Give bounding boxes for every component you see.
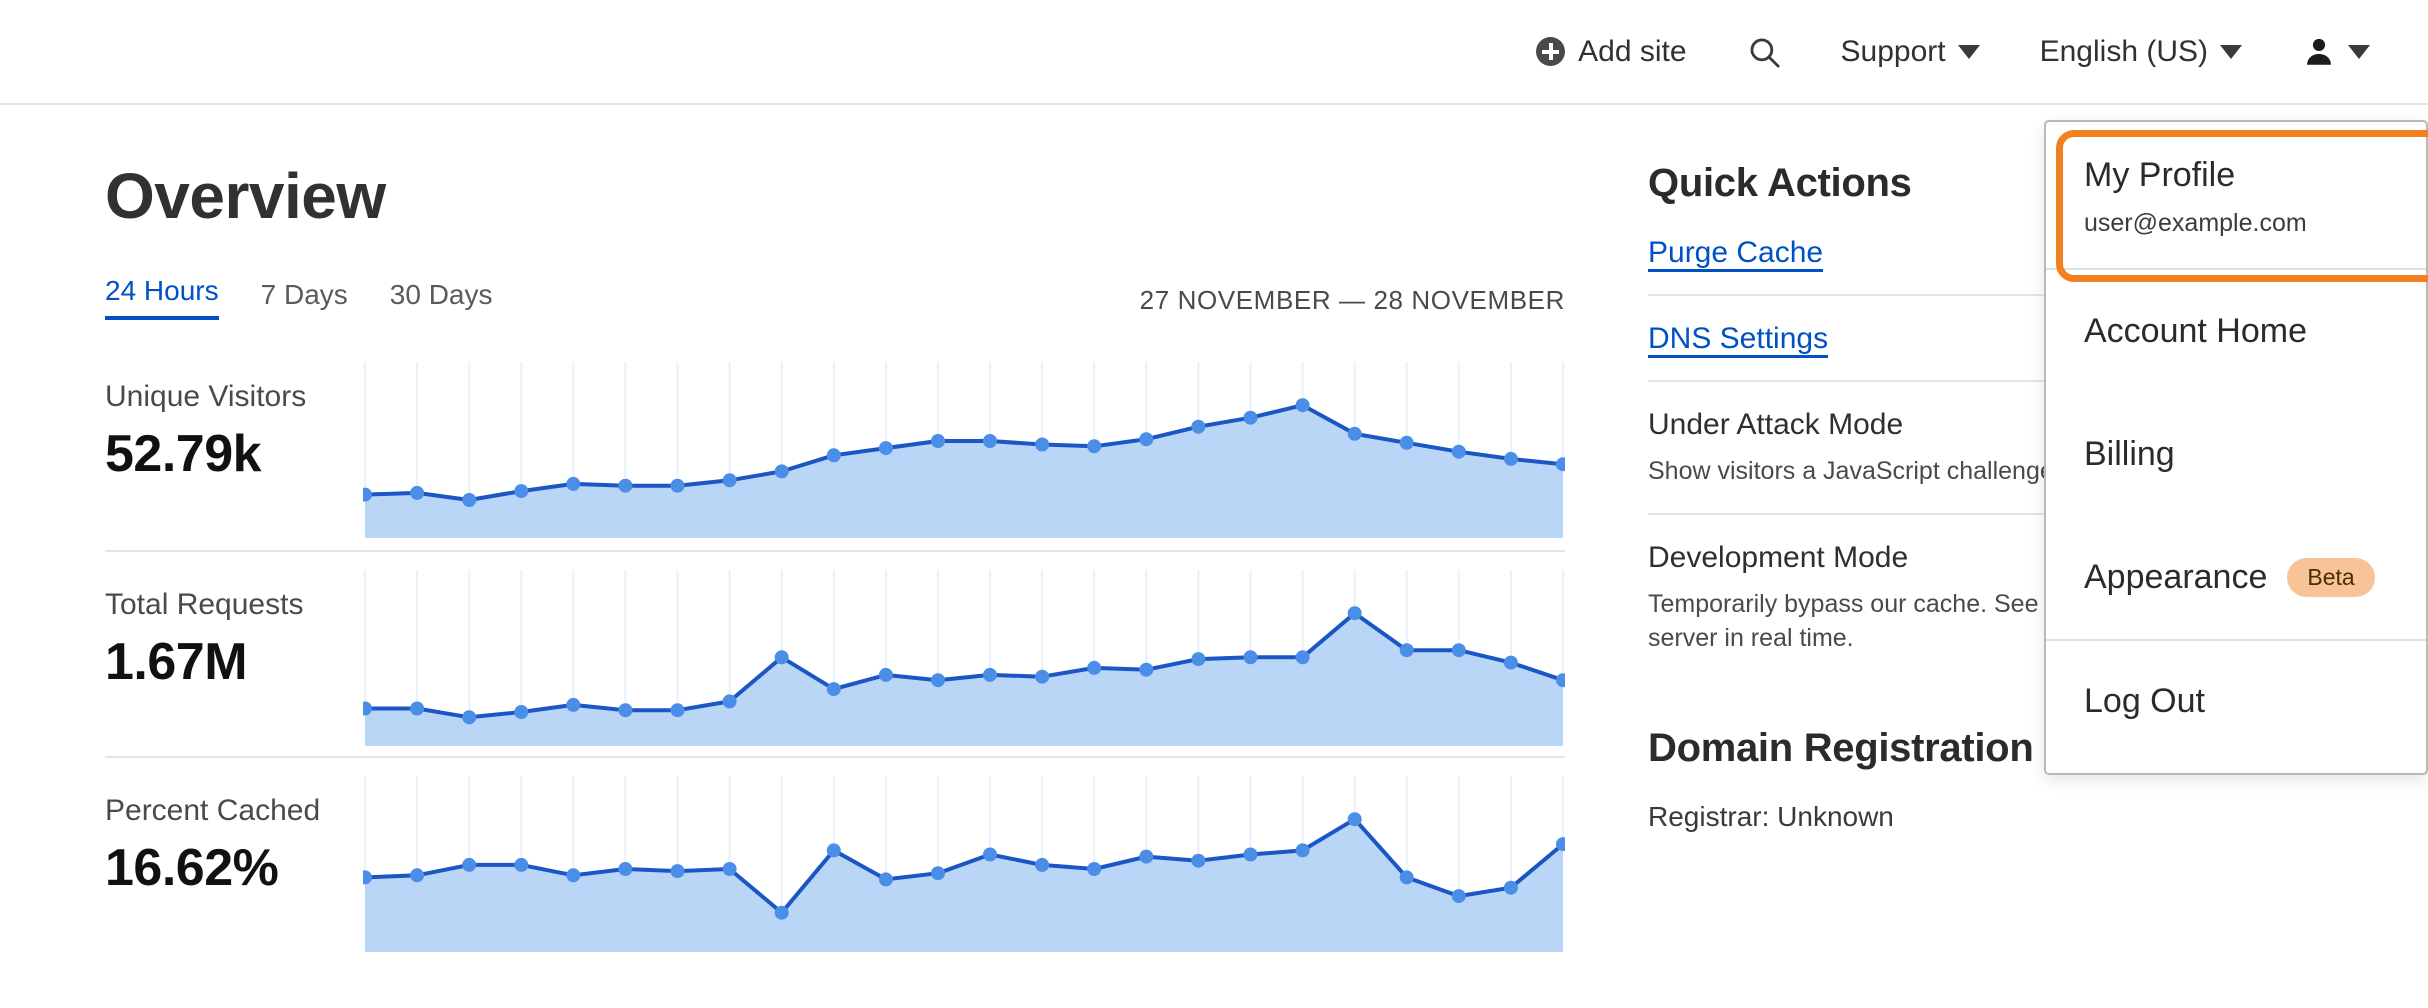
metric-total-requests: Total Requests 1.67M xyxy=(105,550,1565,756)
top-navigation-bar: Add site Support English (US) xyxy=(0,0,2428,105)
beta-badge: Beta xyxy=(2287,558,2375,597)
dropdown-item-label: Account Home xyxy=(2084,312,2307,350)
metric-value: 1.67M xyxy=(105,633,248,692)
purge-cache-link[interactable]: Purge Cache xyxy=(1648,236,1824,269)
dropdown-item-log-out[interactable]: Log Out xyxy=(2046,639,2426,762)
add-site-label: Add site xyxy=(1578,34,1687,68)
account-menu-button[interactable] xyxy=(2272,0,2400,103)
sparkline-percent-cached[interactable] xyxy=(363,770,1565,953)
dropdown-item-appearance[interactable]: Appearance Beta xyxy=(2046,516,2426,639)
search-button[interactable] xyxy=(1717,0,1811,103)
quick-actions-title: Quick Actions xyxy=(1648,161,1912,205)
metric-label: Unique Visitors xyxy=(105,380,307,414)
chevron-down-icon xyxy=(2220,44,2242,59)
page-title: Overview xyxy=(105,160,386,232)
main-content: Overview 24 Hours 7 Days 30 Days 27 NOVE… xyxy=(0,105,2428,1008)
analytics-column: Overview 24 Hours 7 Days 30 Days 27 NOVE… xyxy=(105,105,1565,962)
dropdown-item-my-profile[interactable]: My Profile user@example.com xyxy=(2046,122,2428,282)
add-site-button[interactable]: Add site xyxy=(1506,0,1716,103)
development-mode-desc: Temporarily bypass our cache. See change… xyxy=(1648,589,2292,653)
dropdown-item-account-home[interactable]: Account Home xyxy=(2046,270,2426,393)
development-mode-title: Development Mode xyxy=(1648,540,1909,574)
top-nav-items: Add site Support English (US) xyxy=(1506,0,2400,103)
quick-action-dns-settings: DNS Settings xyxy=(1648,296,2348,382)
account-dropdown-menu: My Profile user@example.com Account Home… xyxy=(2044,120,2428,775)
support-label: Support xyxy=(1840,34,1946,68)
metric-percent-cached: Percent Cached 16.62% xyxy=(105,756,1565,962)
under-attack-mode-title: Under Attack Mode xyxy=(1648,408,1904,441)
metric-label: Percent Cached xyxy=(105,794,321,828)
search-icon xyxy=(1750,38,1780,68)
language-label: English (US) xyxy=(2039,34,2208,68)
metric-label: Total Requests xyxy=(105,588,304,622)
plus-circle-icon xyxy=(1536,37,1566,66)
sparkline-unique-visitors[interactable] xyxy=(363,356,1565,539)
language-menu[interactable]: English (US) xyxy=(2010,0,2272,103)
dropdown-item-label: Billing xyxy=(2084,435,2175,473)
tab-24-hours[interactable]: 24 Hours xyxy=(105,275,219,321)
tab-30-days[interactable]: 30 Days xyxy=(389,279,493,311)
person-icon xyxy=(2307,38,2331,65)
date-range-label: 27 NOVEMBER — 28 NOVEMBER xyxy=(1139,285,1565,316)
registrar-value: Registrar: Unknown xyxy=(1648,800,1894,832)
time-range-tabs: 24 Hours 7 Days 30 Days 27 NOVEMBER — 28… xyxy=(105,275,1565,321)
metric-value: 16.62% xyxy=(105,839,279,898)
dns-settings-link[interactable]: DNS Settings xyxy=(1648,322,1829,355)
sparkline-total-requests[interactable] xyxy=(363,564,1565,747)
quick-action-purge-cache: Purge Cache xyxy=(1648,206,2348,296)
chevron-down-icon xyxy=(2348,44,2370,59)
domain-registration-title: Domain Registration xyxy=(1648,725,2034,770)
dropdown-item-label: Log Out xyxy=(2084,682,2205,720)
metric-value: 52.79k xyxy=(105,425,262,484)
tab-7-days[interactable]: 7 Days xyxy=(260,279,348,311)
dropdown-item-billing[interactable]: Billing xyxy=(2046,393,2426,516)
metric-unique-visitors: Unique Visitors 52.79k xyxy=(105,344,1565,550)
sidebar-column: Quick Actions Purge Cache DNS Settings U… xyxy=(1648,105,2348,833)
my-profile-label: My Profile xyxy=(2084,156,2236,194)
account-email: user@example.com xyxy=(2084,209,2307,237)
chevron-down-icon xyxy=(1957,44,1980,59)
dropdown-item-label: Appearance xyxy=(2084,558,2268,596)
quick-action-development-mode[interactable]: Development Mode Temporarily bypass our … xyxy=(1648,515,2348,680)
focus-highlight-ring xyxy=(2056,130,2428,282)
support-menu[interactable]: Support xyxy=(1811,0,2010,103)
